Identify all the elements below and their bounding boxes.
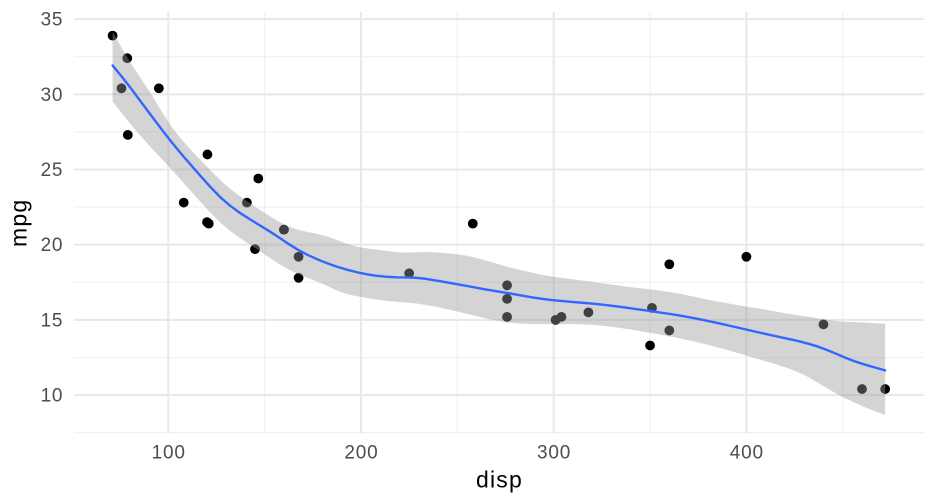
svg-text:100: 100 [152,442,186,463]
svg-text:20: 20 [41,235,64,256]
svg-text:10: 10 [41,386,64,407]
svg-text:15: 15 [41,310,64,331]
svg-text:25: 25 [41,160,64,181]
svg-text:300: 300 [537,442,571,463]
svg-text:30: 30 [41,85,64,106]
svg-text:mpg: mpg [6,199,32,247]
svg-text:200: 200 [344,442,378,463]
svg-text:400: 400 [730,442,764,463]
svg-text:disp: disp [476,466,523,492]
svg-text:35: 35 [41,10,64,31]
